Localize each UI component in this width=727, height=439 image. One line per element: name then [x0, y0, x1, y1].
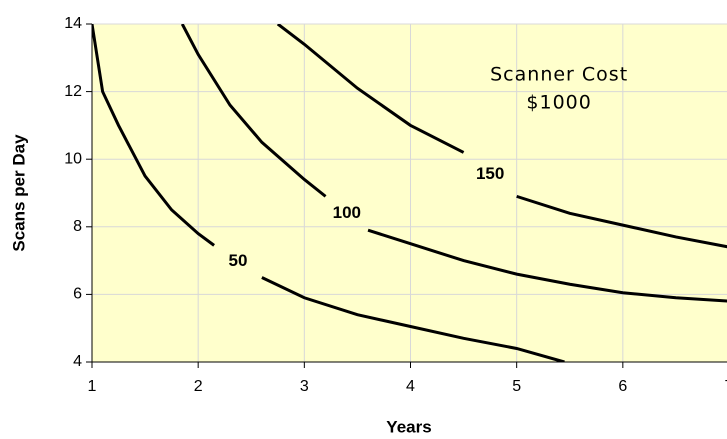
curve-label: 50	[229, 251, 248, 270]
x-tick-label: 1	[88, 378, 97, 395]
x-tick-label: 6	[618, 378, 627, 395]
curve	[180, 24, 727, 303]
curve	[92, 24, 565, 362]
y-axis-title: Scans per Day	[9, 134, 28, 252]
y-tick-label: 4	[73, 353, 82, 370]
curve-label: 100	[333, 203, 361, 222]
x-tick-label: 5	[512, 378, 521, 395]
annotation: $1000	[526, 92, 591, 114]
curve	[276, 24, 727, 249]
y-tick-label: 6	[73, 286, 82, 303]
x-tick-label: 7	[725, 378, 727, 395]
annotation: Scanner Cost	[490, 64, 628, 86]
y-tick-label: 10	[64, 150, 82, 167]
plot-area	[92, 24, 727, 362]
x-tick-label: 2	[194, 378, 203, 395]
x-tick-label: 4	[406, 378, 415, 395]
y-tick-label: 14	[64, 15, 82, 32]
x-tick-label: 3	[300, 378, 309, 395]
y-tick-label: 8	[73, 218, 82, 235]
curve-label: 150	[476, 164, 504, 183]
x-axis-title: Years	[386, 417, 431, 436]
y-tick-label: 12	[64, 83, 82, 100]
